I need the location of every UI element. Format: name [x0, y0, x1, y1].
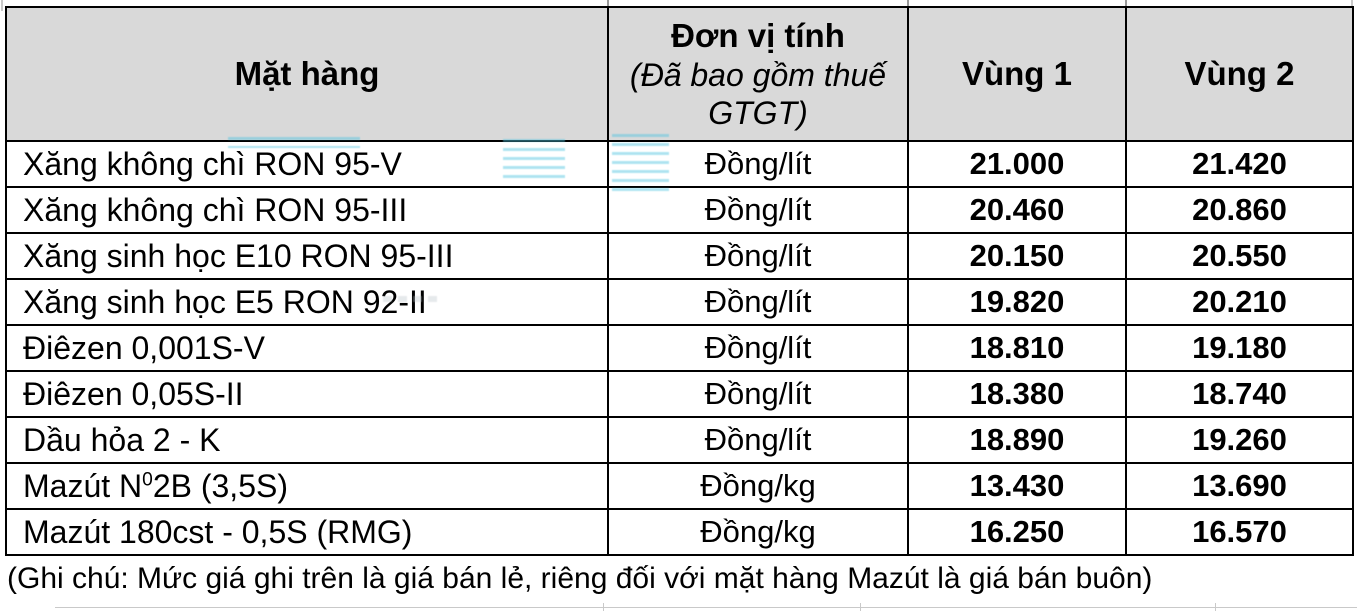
- region2-price-cell: 20.860: [1125, 186, 1354, 234]
- gridline-stub: [1, 0, 3, 11]
- table-header-row: Mặt hàng Đơn vị tính (Đã bao gồm thuế GT…: [5, 6, 1354, 142]
- region2-price-cell: 19.260: [1125, 416, 1354, 464]
- region2-price-cell: 13.690: [1125, 462, 1354, 510]
- header-unit: Đơn vị tính (Đã bao gồm thuế GTGT): [607, 6, 909, 142]
- watermark-trace: [228, 137, 360, 148]
- region2-price-cell: 16.570: [1125, 508, 1354, 556]
- product-cell: Xăng không chì RON 95-III: [5, 186, 609, 234]
- unit-cell: Đồng/kg: [607, 462, 909, 510]
- gridline-stub: [603, 603, 604, 611]
- product-cell: Điêzen 0,001S-V: [5, 324, 609, 372]
- region2-price-cell: 20.210: [1125, 278, 1354, 326]
- region1-price-cell: 16.250: [907, 508, 1127, 556]
- region1-price-cell: 20.150: [907, 232, 1127, 280]
- table-row: Mazút N02B (3,5S) Đồng/kg 13.430 13.690: [5, 462, 1354, 510]
- product-name-superscript: 0: [142, 468, 153, 490]
- header-region1: Vùng 1: [907, 6, 1127, 142]
- table-row: Mazút 180cst - 0,5S (RMG) Đồng/kg 16.250…: [5, 508, 1354, 556]
- gridline-stub: [55, 607, 1357, 608]
- unit-cell: Đồng/lít: [607, 278, 909, 326]
- region1-price-cell: 18.380: [907, 370, 1127, 418]
- region1-price-cell: 21.000: [907, 140, 1127, 188]
- region1-price-cell: 18.810: [907, 324, 1127, 372]
- region1-price-cell: 19.820: [907, 278, 1127, 326]
- region1-price-cell: 13.430: [907, 462, 1127, 510]
- header-region2: Vùng 2: [1125, 6, 1354, 142]
- unit-cell: Đồng/kg: [607, 508, 909, 556]
- table-row: Điêzen 0,05S-II Đồng/lít 18.380 18.740: [5, 370, 1354, 418]
- gridline-stub: [607, 0, 609, 6]
- product-cell: Mazút 180cst - 0,5S (RMG): [5, 508, 609, 556]
- product-cell: Xăng không chì RON 95-V: [5, 140, 609, 188]
- region2-price-cell: 19.180: [1125, 324, 1354, 372]
- product-name-suffix: 2B (3,5S): [152, 467, 288, 504]
- gridline-stub: [860, 603, 861, 611]
- table-row: Xăng không chì RON 95-V Đồng/lít 21.000 …: [5, 140, 1354, 188]
- region2-price-cell: 18.740: [1125, 370, 1354, 418]
- footnote: (Ghi chú: Mức giá ghi trên là giá bán lẻ…: [7, 562, 1153, 595]
- product-cell: Xăng sinh học E10 RON 95-III: [5, 232, 609, 280]
- watermark-trace: [383, 296, 441, 302]
- gridline-stub: [1351, 0, 1353, 8]
- unit-cell: Đồng/lít: [607, 324, 909, 372]
- table-row: Dầu hỏa 2 - K Đồng/lít 18.890 19.260: [5, 416, 1354, 464]
- region1-price-cell: 18.890: [907, 416, 1127, 464]
- gridline-stub: [1125, 0, 1127, 6]
- header-product: Mặt hàng: [5, 6, 609, 142]
- watermark-trace: [503, 139, 565, 184]
- header-unit-title: Đơn vị tính: [671, 17, 845, 54]
- unit-cell: Đồng/lít: [607, 140, 909, 188]
- product-cell: Xăng sinh học E5 RON 92-II: [5, 278, 609, 326]
- gridline-stub: [907, 0, 909, 6]
- fuel-price-table: Mặt hàng Đơn vị tính (Đã bao gồm thuế GT…: [5, 6, 1354, 556]
- unit-cell: Đồng/lít: [607, 416, 909, 464]
- table-row: Xăng không chì RON 95-III Đồng/lít 20.46…: [5, 186, 1354, 234]
- unit-cell: Đồng/lít: [607, 370, 909, 418]
- region2-price-cell: 20.550: [1125, 232, 1354, 280]
- watermark-trace: [612, 134, 669, 197]
- region2-price-cell: 21.420: [1125, 140, 1354, 188]
- gridline-stub: [1215, 603, 1216, 611]
- header-unit-subtitle-line2: GTGT): [708, 95, 808, 131]
- table-row: Xăng sinh học E10 RON 95-III Đồng/lít 20…: [5, 232, 1354, 280]
- product-cell: Điêzen 0,05S-II: [5, 370, 609, 418]
- region1-price-cell: 20.460: [907, 186, 1127, 234]
- product-cell: Mazút N02B (3,5S): [5, 462, 609, 510]
- product-cell: Dầu hỏa 2 - K: [5, 416, 609, 464]
- table-row: Điêzen 0,001S-V Đồng/lít 18.810 19.180: [5, 324, 1354, 372]
- unit-cell: Đồng/lít: [607, 232, 909, 280]
- unit-cell: Đồng/lít: [607, 186, 909, 234]
- table-row: Xăng sinh học E5 RON 92-II Đồng/lít 19.8…: [5, 278, 1354, 326]
- header-unit-subtitle-line1: (Đã bao gồm thuế: [629, 57, 887, 93]
- product-name-prefix: Mazút N: [23, 467, 143, 504]
